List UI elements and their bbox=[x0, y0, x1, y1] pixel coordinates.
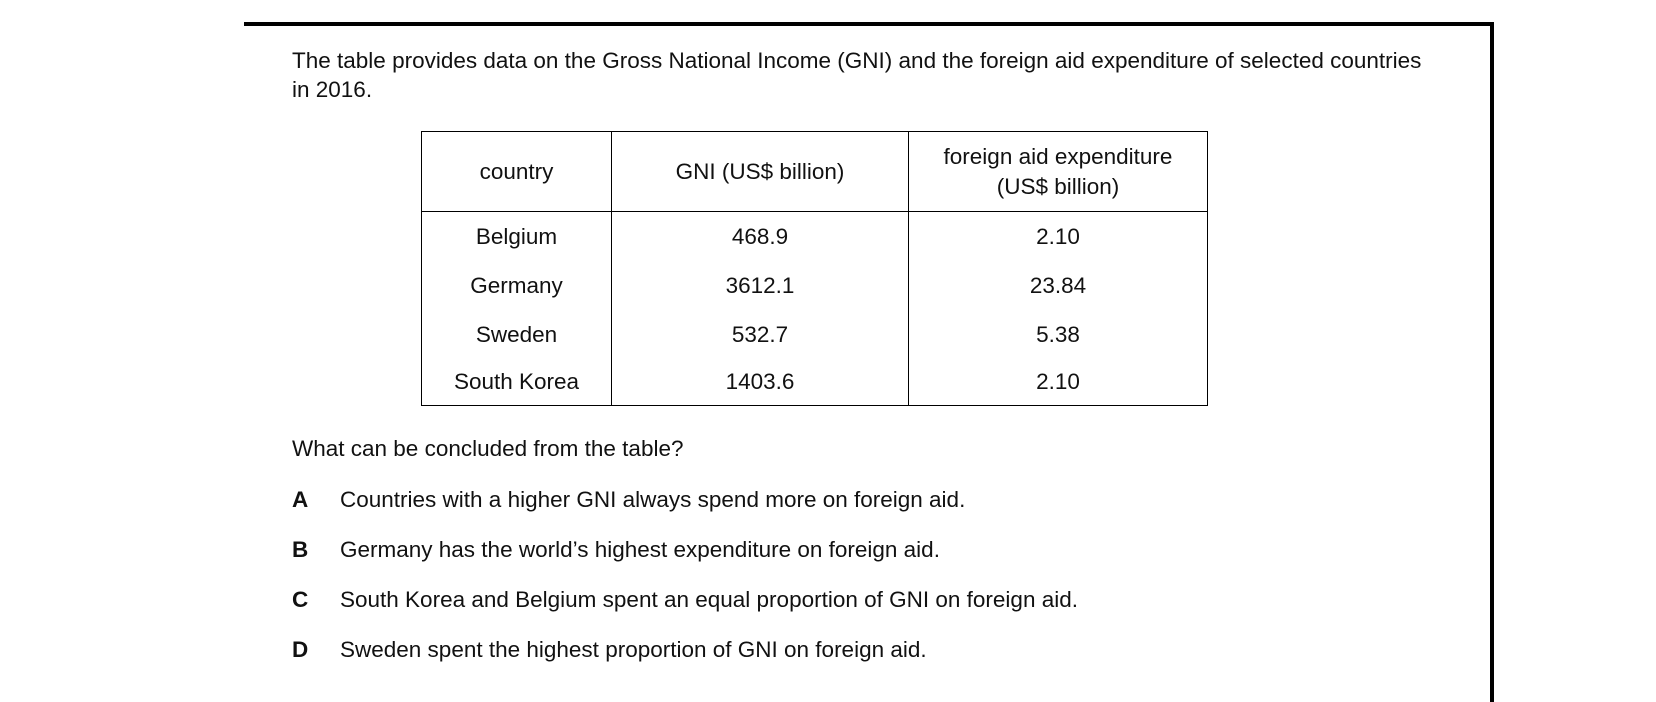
table-row: Belgium 468.9 2.10 bbox=[421, 211, 1208, 261]
cell-country: Germany bbox=[421, 261, 612, 310]
cell-country: South Korea bbox=[421, 359, 612, 406]
header-country: country bbox=[421, 131, 612, 212]
cell-aid: 2.10 bbox=[908, 359, 1208, 406]
option-letter: A bbox=[292, 487, 309, 512]
option-text: Countries with a higher GNI always spend… bbox=[340, 487, 966, 512]
option-c: C South Korea and Belgium spent an equal… bbox=[292, 585, 1078, 615]
option-d: D Sweden spent the highest proportion of… bbox=[292, 635, 927, 665]
question-text: What can be concluded from the table? bbox=[292, 436, 684, 461]
cell-gni: 1403.6 bbox=[611, 359, 909, 406]
header-aid: foreign aid expenditure (US$ billion) bbox=[908, 131, 1208, 212]
table-header-row: country GNI (US$ billion) foreign aid ex… bbox=[421, 131, 1208, 212]
option-b: B Germany has the world’s highest expend… bbox=[292, 535, 940, 565]
cell-country: Belgium bbox=[421, 211, 612, 261]
option-letter: D bbox=[292, 637, 309, 662]
header-aid-line2: (US$ billion) bbox=[996, 173, 1120, 199]
option-text: Germany has the world’s highest expendit… bbox=[340, 537, 940, 562]
cell-country: Sweden bbox=[421, 310, 612, 359]
option-text: Sweden spent the highest proportion of G… bbox=[340, 637, 927, 662]
option-letter: C bbox=[292, 587, 309, 612]
cell-gni: 468.9 bbox=[611, 211, 909, 261]
cell-gni: 532.7 bbox=[611, 310, 909, 359]
cell-aid: 2.10 bbox=[908, 211, 1208, 261]
option-letter: B bbox=[292, 537, 309, 562]
header-gni: GNI (US$ billion) bbox=[611, 131, 909, 212]
option-a: A Countries with a higher GNI always spe… bbox=[292, 485, 965, 515]
option-text: South Korea and Belgium spent an equal p… bbox=[340, 587, 1078, 612]
cell-aid: 5.38 bbox=[908, 310, 1208, 359]
cell-aid: 23.84 bbox=[908, 261, 1208, 310]
intro-text: The table provides data on the Gross Nat… bbox=[292, 48, 1422, 102]
table-row: Germany 3612.1 23.84 bbox=[421, 261, 1208, 310]
table-row: Sweden 532.7 5.38 bbox=[421, 310, 1208, 359]
gni-aid-table: country GNI (US$ billion) foreign aid ex… bbox=[421, 131, 1208, 406]
cell-gni: 3612.1 bbox=[611, 261, 909, 310]
table-row: South Korea 1403.6 2.10 bbox=[421, 359, 1208, 406]
page-border bbox=[244, 22, 1494, 702]
header-aid-line1: foreign aid expenditure bbox=[943, 143, 1173, 169]
